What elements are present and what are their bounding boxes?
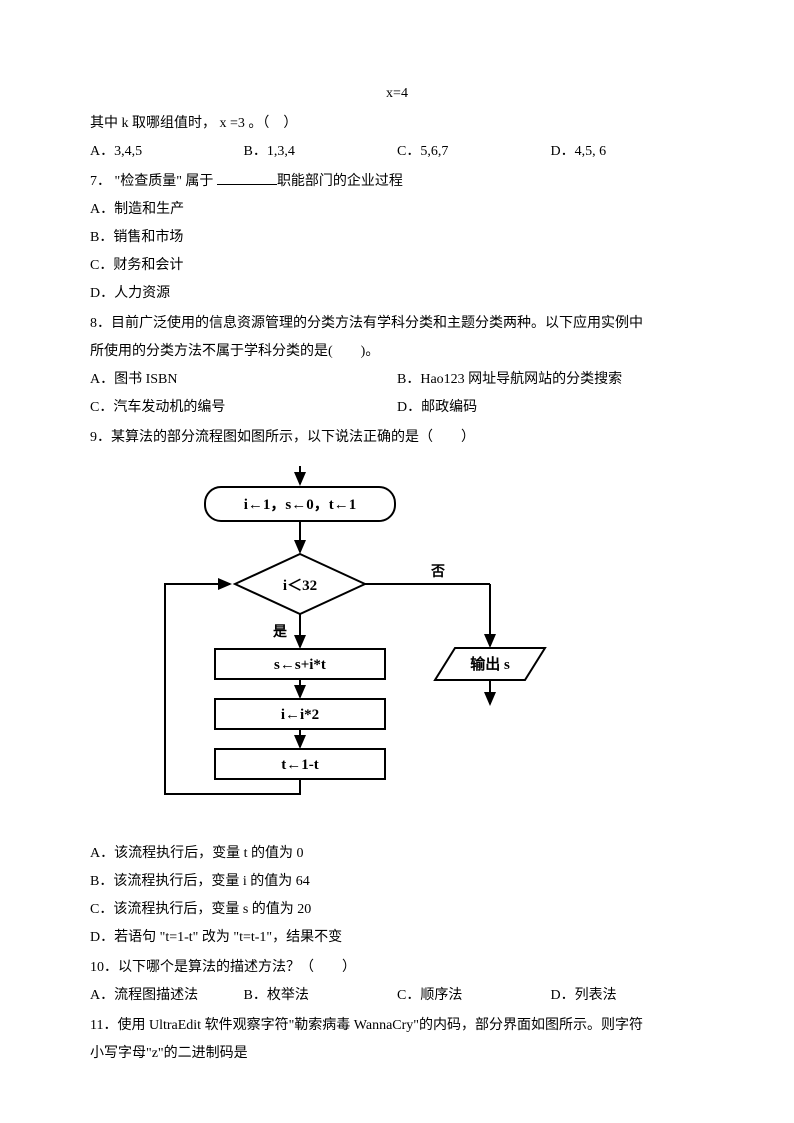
q9-opt-a: A．该流程执行后，变量 t 的值为 0: [90, 840, 704, 868]
q8-options-row1: A．图书 ISBN B．Hao123 网址导航网站的分类搜索: [90, 366, 704, 394]
q10-stem: 10．以下哪个是算法的描述方法？（ ）: [90, 954, 704, 982]
flow-p3-text: t←1-t: [281, 757, 319, 773]
q8-opt-d: D．邮政编码: [397, 394, 704, 422]
q8-opt-a: A．图书 ISBN: [90, 366, 397, 394]
flow-p2-text: i←i*2: [281, 707, 319, 723]
q8-options-row2: C．汽车发动机的编号 D．邮政编码: [90, 394, 704, 422]
top-expression: x=4: [90, 80, 704, 108]
q7-post: 职能部门的企业过程: [277, 174, 403, 189]
flow-p1-text: s←s+i*t: [274, 657, 326, 673]
q6-opt-c: C．5,6,7: [397, 138, 551, 166]
flowchart: i←1，s←0，t←1 i＜32 是 s←s+i*t i←i*2 t←1-t 否…: [130, 464, 704, 814]
q7-stem: 7． "检查质量" 属于 职能部门的企业过程: [90, 168, 704, 196]
q7-opt-b: B．销售和市场: [90, 224, 704, 252]
q11-stem-1: 11．使用 UltraEdit 软件观察字符"勒索病毒 WannaCry"的内码…: [90, 1012, 704, 1040]
q8-stem-2: 所使用的分类方法不属于学科分类的是( )。: [90, 338, 704, 366]
q7-opt-a: A．制造和生产: [90, 196, 704, 224]
spacer: [90, 822, 704, 840]
q6-opt-d: D．4,5, 6: [551, 138, 705, 166]
q6-opt-a: A．3,4,5: [90, 138, 244, 166]
q10-opt-c: C．顺序法: [397, 982, 551, 1010]
q8-stem-1: 8．目前广泛使用的信息资源管理的分类方法有学科分类和主题分类两种。以下应用实例中: [90, 310, 704, 338]
q10-options: A．流程图描述法 B．枚举法 C．顺序法 D．列表法: [90, 982, 704, 1010]
q9-opt-d: D．若语句 "t=1-t" 改为 "t=t-1"，结果不变: [90, 924, 704, 952]
q11-stem-2: 小写字母"z"的二进制码是: [90, 1040, 704, 1068]
q6-opt-b: B．1,3,4: [244, 138, 398, 166]
q7-blank: [217, 171, 277, 185]
q6-options: A．3,4,5 B．1,3,4 C．5,6,7 D．4,5, 6: [90, 138, 704, 166]
flow-no-label: 否: [430, 564, 445, 580]
q7-opt-d: D．人力资源: [90, 280, 704, 308]
flow-cond-text: i＜32: [283, 578, 317, 594]
q9-opt-b: B．该流程执行后，变量 i 的值为 64: [90, 868, 704, 896]
flow-yes-label: 是: [273, 624, 288, 640]
q10-opt-a: A．流程图描述法: [90, 982, 244, 1010]
q6-stem: 其中 k 取哪组值时， x =3 。（ ）: [90, 110, 704, 138]
q10-opt-d: D．列表法: [551, 982, 705, 1010]
q9-opt-c: C．该流程执行后，变量 s 的值为 20: [90, 896, 704, 924]
q8-opt-c: C．汽车发动机的编号: [90, 394, 397, 422]
q7-opt-c: C．财务和会计: [90, 252, 704, 280]
flow-out-text: 输出 s: [470, 655, 510, 673]
flow-init-text: i←1，s←0，t←1: [244, 497, 357, 513]
q8-opt-b: B．Hao123 网址导航网站的分类搜索: [397, 366, 704, 394]
q7-pre: 7． "检查质量" 属于: [90, 174, 217, 189]
q10-opt-b: B．枚举法: [244, 982, 398, 1010]
q9-stem: 9．某算法的部分流程图如图所示，以下说法正确的是（ ）: [90, 424, 704, 452]
